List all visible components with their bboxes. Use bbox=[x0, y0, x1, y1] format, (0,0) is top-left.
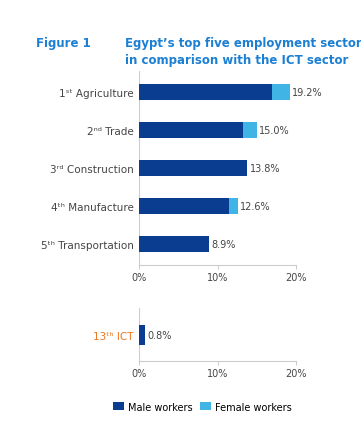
Legend: Male workers, Female workers: Male workers, Female workers bbox=[109, 398, 295, 416]
Bar bbox=[243, 123, 257, 139]
Bar bbox=[139, 198, 229, 214]
Bar bbox=[139, 161, 247, 177]
Bar bbox=[139, 325, 145, 345]
Bar bbox=[273, 85, 290, 101]
Text: 13.8%: 13.8% bbox=[250, 164, 280, 173]
Bar bbox=[139, 236, 209, 252]
Text: Egypt’s top five employment sectors
in comparison with the ICT sector: Egypt’s top five employment sectors in c… bbox=[125, 37, 361, 67]
Text: 8.9%: 8.9% bbox=[211, 239, 236, 249]
Text: 19.2%: 19.2% bbox=[292, 88, 323, 98]
Text: 0.8%: 0.8% bbox=[148, 330, 172, 340]
Bar bbox=[229, 198, 238, 214]
Text: Figure 1: Figure 1 bbox=[36, 37, 91, 50]
Bar bbox=[139, 85, 273, 101]
Bar bbox=[139, 123, 243, 139]
Text: 15.0%: 15.0% bbox=[259, 126, 290, 136]
Text: 12.6%: 12.6% bbox=[240, 201, 271, 212]
